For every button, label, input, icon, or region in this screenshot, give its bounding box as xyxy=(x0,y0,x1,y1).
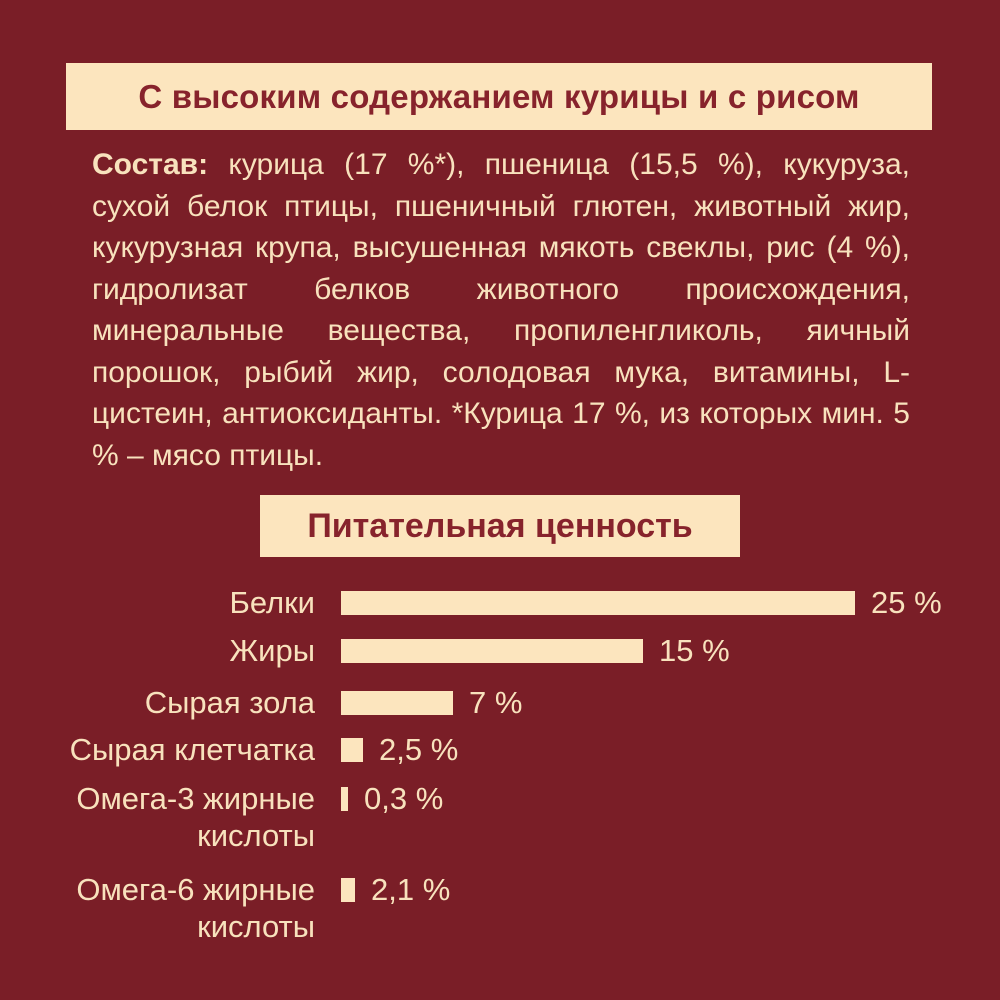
chart-row-label: Сырая клетчатка xyxy=(69,732,315,767)
composition-text: Состав: курица (17 %*), пшеница (15,5 %)… xyxy=(92,144,910,476)
chart-row-label: Сырая зола xyxy=(144,685,315,720)
chart-bar xyxy=(341,877,355,902)
chart-row-label: Белки xyxy=(229,585,315,620)
chart-bar xyxy=(341,690,453,715)
chart-row-value: 7 % xyxy=(469,685,523,720)
product-claim-banner: С высоким содержанием курицы и с рисом xyxy=(66,63,932,130)
chart-row: Жиры 15 % xyxy=(60,632,960,669)
chart-row: Белки 25 % xyxy=(60,584,960,621)
nutrition-title-text: Питательная ценность xyxy=(307,506,693,545)
chart-bar-area: 15 % xyxy=(341,632,730,669)
composition-lead: Состав: xyxy=(92,148,209,181)
chart-row: Сырая зола 7 % xyxy=(60,684,960,721)
chart-bar-area: 7 % xyxy=(341,684,522,721)
chart-row: Омега-3 жирные кислоты 0,3 % xyxy=(60,780,960,854)
chart-row: Сырая клетчатка 2,5 % xyxy=(60,731,960,768)
chart-row-value: 2,1 % xyxy=(371,872,451,907)
chart-bar xyxy=(341,590,855,615)
chart-row-value: 25 % xyxy=(871,585,942,620)
chart-bar-area: 2,5 % xyxy=(341,731,458,768)
chart-bar-area: 25 % xyxy=(341,584,942,621)
chart-bar xyxy=(341,737,363,762)
chart-bar-area: 0,3 % xyxy=(341,780,443,817)
chart-bar xyxy=(341,786,348,811)
composition-body: курица (17 %*), пшеница (15,5 %), кукуру… xyxy=(92,148,910,472)
chart-row-label: Омега-6 жирные кислоты xyxy=(76,872,315,944)
nutrition-title-banner: Питательная ценность xyxy=(260,495,740,557)
chart-row-label: Омега-3 жирные кислоты xyxy=(76,781,315,853)
chart-row-value: 15 % xyxy=(659,633,730,668)
chart-row-label: Жиры xyxy=(229,633,315,668)
chart-bar xyxy=(341,638,643,663)
chart-row-value: 2,5 % xyxy=(379,732,459,767)
chart-bar-area: 2,1 % xyxy=(341,871,450,908)
chart-row-value: 0,3 % xyxy=(364,781,444,816)
chart-row: Омега-6 жирные кислоты 2,1 % xyxy=(60,871,960,945)
product-claim-text: С высоким содержанием курицы и с рисом xyxy=(138,77,860,115)
